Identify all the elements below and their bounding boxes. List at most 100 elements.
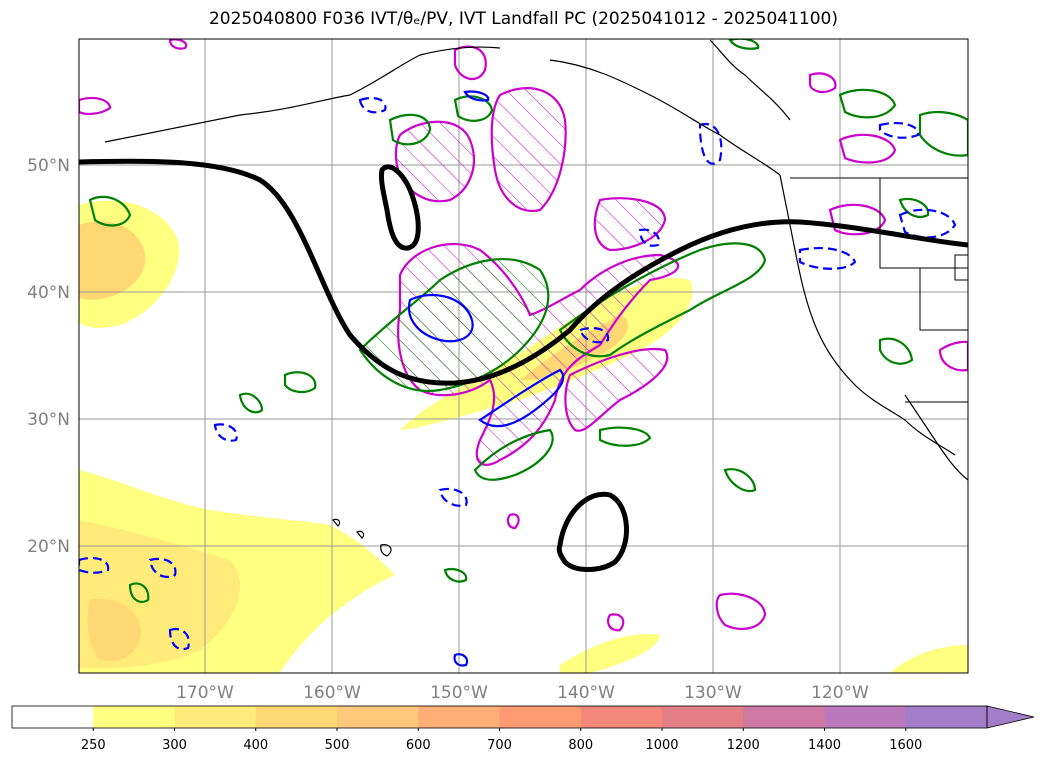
longitude-labels: 170°W 160°W 150°W 140°W 130°W 120°W xyxy=(176,683,869,703)
lon-label-150w: 150°W xyxy=(430,683,488,703)
pv-contour-ne xyxy=(715,592,767,630)
theta-e-contour-small xyxy=(443,568,468,583)
lon-label-170w: 170°W xyxy=(176,683,234,703)
theta-e-contour-blue-dash9 xyxy=(213,423,238,442)
theta-e-contour-sw2 xyxy=(238,392,264,414)
colorbar: 250 300 400 500 600 700 800 1000 1200 1400 1600 xyxy=(11,705,1035,753)
theta-e-contour-east3 xyxy=(878,337,914,365)
lon-label-130w: 130°W xyxy=(684,683,742,703)
lat-label-30: 30°N xyxy=(27,410,70,430)
pv-contour-north xyxy=(394,120,475,203)
colorbar-swatch xyxy=(174,706,257,728)
pv-contour-dip xyxy=(593,197,667,252)
theta-e-contour-blue-small xyxy=(453,653,469,667)
theta-e-contour-blue-dash1 xyxy=(358,96,387,114)
island-3 xyxy=(380,544,392,557)
coastlines xyxy=(104,39,968,481)
coastline-northwest xyxy=(779,174,956,456)
theta-e-contour-blue-solid2 xyxy=(478,368,565,428)
lat-label-40: 40°N xyxy=(27,283,70,303)
theta-e-contour-blue-dash10 xyxy=(438,487,468,507)
ivt-fill-southeast xyxy=(560,634,660,673)
theta-e-contour-blue-top xyxy=(463,90,490,102)
ivt-landfall-loop-south xyxy=(556,491,629,572)
theta-e-contour-blue-dash11 xyxy=(638,228,660,247)
theta-e-contour-blue-dash6 xyxy=(79,556,110,574)
colorbar-tick-label: 500 xyxy=(325,738,350,753)
pv-contour-east2 xyxy=(828,203,887,236)
colorbar-swatch xyxy=(255,706,338,728)
pv-contour-nw xyxy=(808,72,837,94)
theta-e-contour-west xyxy=(88,195,132,227)
ivt-fill-corner xyxy=(890,645,968,673)
border-states-1 xyxy=(879,178,968,269)
border-states-3 xyxy=(954,254,968,281)
colorbar-swatch xyxy=(905,706,988,728)
colorbar-tick-label: 400 xyxy=(243,738,268,753)
colorbar-tick-labels: 250 300 400 500 600 700 800 1000 1200 1400 1600 xyxy=(81,728,922,753)
colorbar-swatch xyxy=(418,706,500,728)
state-borders xyxy=(790,177,968,403)
coastline-alaska xyxy=(104,46,501,143)
theta-e-contour-north xyxy=(388,113,432,146)
theta-e-contour-mid xyxy=(283,371,317,394)
plot-frame xyxy=(78,38,969,674)
lon-label-160w: 160°W xyxy=(303,683,361,703)
pv-contour-north2 xyxy=(490,87,567,213)
colorbar-tick-label: 250 xyxy=(81,738,106,753)
theta-e-contour-blue-dash7 xyxy=(148,557,177,578)
theta-e-contour-south2 xyxy=(723,468,757,493)
theta-e-contour-blue-dash2 xyxy=(698,122,723,165)
ivt-landfall-contours xyxy=(79,158,968,572)
colorbar-tick-label: 300 xyxy=(162,738,187,753)
theta-e-contour-blue-dash4 xyxy=(878,121,920,139)
theta-e-contour-east xyxy=(838,88,897,119)
colorbar-swatch xyxy=(743,706,825,728)
pv-contour-se xyxy=(938,340,968,372)
pv-contour-streamer xyxy=(564,348,669,432)
pv-contour-small2 xyxy=(606,613,625,632)
colorbar-tick-label: 600 xyxy=(406,738,431,753)
theta-e-contour-sw xyxy=(128,582,150,603)
colorbar-extend-arrow xyxy=(986,705,1035,729)
colorbar-swatch xyxy=(93,706,175,728)
pv-contour-west xyxy=(79,96,112,115)
colorbar-swatches xyxy=(12,706,988,728)
colorbar-swatch xyxy=(824,706,907,728)
theta-e-contour-blue-dash8 xyxy=(168,627,190,651)
theta-e-contour-trough xyxy=(358,258,550,392)
pv-contour-small1 xyxy=(506,513,520,530)
island-1 xyxy=(332,518,341,527)
island-2 xyxy=(356,530,365,539)
colorbar-tick-label: 1600 xyxy=(889,738,922,753)
ivt-landfall-main xyxy=(79,158,968,386)
map-title: 2025040800 F036 IVT/θₑ/PV, IVT Landfall … xyxy=(208,9,839,29)
border-states-2 xyxy=(919,268,968,331)
ivt-landfall-loop-north xyxy=(379,164,421,251)
colorbar-swatch xyxy=(580,706,663,728)
pv-contour-small3 xyxy=(168,39,188,50)
colorbar-tick-label: 800 xyxy=(568,738,593,753)
theta-e-contour-blue-dash12 xyxy=(578,326,610,344)
colorbar-tick-label: 1000 xyxy=(645,738,678,753)
theta-e-positive-contours xyxy=(88,39,968,603)
colorbar-swatch xyxy=(662,706,744,728)
lat-label-20: 20°N xyxy=(27,537,70,557)
colorbar-swatch xyxy=(12,706,94,728)
lon-label-120w: 120°W xyxy=(811,683,869,703)
theta-e-contour-east2 xyxy=(918,111,968,157)
lon-label-140w: 140°W xyxy=(557,683,615,703)
hawaii-islands xyxy=(332,518,392,557)
coastline-islands xyxy=(709,39,791,121)
theta-e-contour-nw xyxy=(728,39,760,50)
pv-contour-east xyxy=(838,133,897,164)
latitude-labels: 50°N 40°N 30°N 20°N xyxy=(27,156,70,557)
theta-e-contour-ne xyxy=(898,197,930,218)
coastline-alaska-south xyxy=(549,59,781,176)
colorbar-swatch xyxy=(337,706,419,728)
colorbar-tick-label: 1200 xyxy=(727,738,760,753)
coastline-baja xyxy=(904,394,968,481)
theta-e-contour-south xyxy=(473,428,554,481)
lat-label-50: 50°N xyxy=(27,156,70,176)
